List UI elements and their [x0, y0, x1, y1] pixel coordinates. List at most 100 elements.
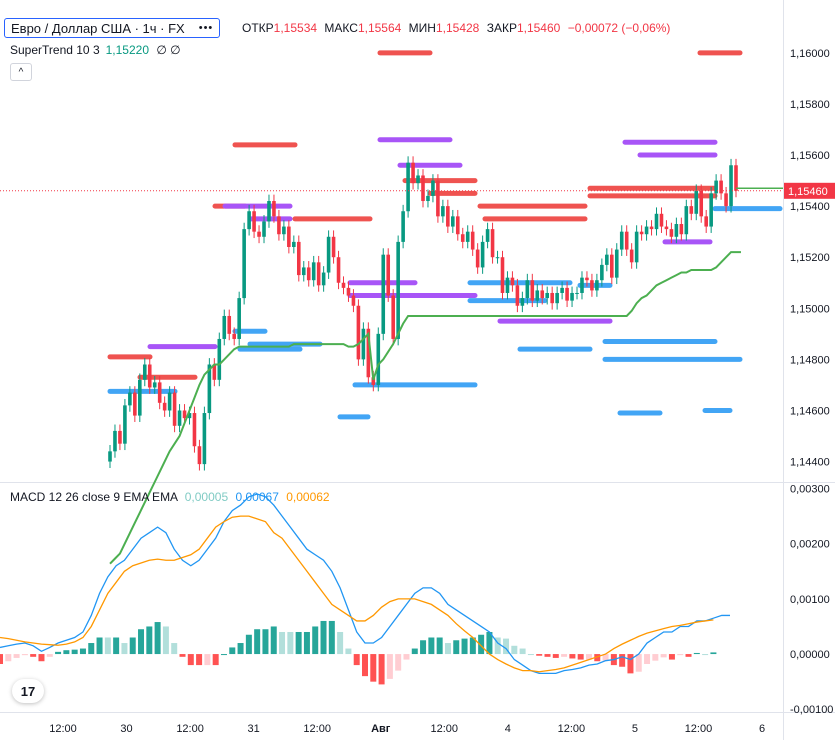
macd-histogram-bar [561, 654, 568, 657]
supertrend-value: 1,15220 [105, 43, 150, 57]
macd-histogram-bar [420, 640, 427, 655]
candle-body [550, 292, 554, 304]
candle-body [118, 430, 122, 444]
candle-body [674, 224, 679, 237]
price-tick-label: 1,14600 [790, 405, 830, 417]
macd-legend[interactable]: MACD 12 26 close 9 EMA EMA 0,00005 0,000… [10, 490, 330, 504]
candle-body [634, 231, 639, 263]
candle-body [386, 254, 391, 296]
candle-body [113, 430, 117, 452]
candle-body [321, 272, 326, 286]
macd-histogram-bar [129, 637, 136, 655]
candle-body [515, 285, 520, 306]
candle-body [411, 162, 415, 184]
supertrend-extra: ∅ ∅ [156, 43, 181, 57]
time-tick-label: 12:00 [303, 723, 331, 735]
macd-histogram-bar [519, 648, 526, 655]
supertrend-name: SuperTrend 10 3 [10, 43, 100, 57]
candle-body [465, 231, 470, 242]
candle-body [470, 231, 475, 250]
candle-body [272, 201, 276, 217]
macd-histogram-bar [320, 620, 327, 655]
candle-body [376, 333, 381, 385]
macd-histogram-bar [527, 654, 534, 656]
macd-histogram-bar [494, 637, 501, 655]
candle-body [639, 231, 644, 235]
high-label: МАКС [324, 21, 358, 35]
macd-histogram-bar [46, 654, 53, 657]
macd-histogram-bar [30, 654, 37, 657]
macd-histogram-bar [411, 648, 418, 655]
macd-histogram-bar [602, 654, 609, 661]
candle-body [306, 267, 311, 281]
price-tick-label: 1,15800 [790, 99, 830, 111]
tradingview-logo[interactable]: 17 [12, 679, 44, 703]
candle-body [401, 211, 405, 242]
macd-histogram-bar [229, 647, 236, 655]
candle-body [391, 295, 395, 339]
macd-histogram-bar [295, 631, 302, 655]
time-tick-label: 31 [248, 723, 260, 735]
candle-body [346, 287, 351, 296]
more-dots-icon[interactable]: ••• [198, 22, 214, 34]
macd-histogram-bar [453, 640, 460, 655]
price-tick-label: 1,15400 [790, 201, 830, 213]
candle-body [659, 213, 664, 227]
macd-histogram-bar [196, 654, 203, 666]
supertrend-line [109, 251, 741, 565]
macd-histogram-bar [386, 654, 393, 679]
collapse-legend-button[interactable]: ^ [10, 63, 32, 81]
macd-histogram-bar [668, 654, 675, 660]
time-tick-label: 30 [120, 723, 132, 735]
change-value: −0,00072 (−0,06%) [567, 21, 671, 35]
candle-body [441, 206, 445, 217]
time-tick-label: 12:00 [558, 723, 586, 735]
macd-histogram-bar [395, 654, 402, 671]
macd-histogram-bar [337, 631, 344, 655]
candle-body [565, 287, 569, 301]
candle-body [416, 175, 420, 184]
candle-body [277, 216, 281, 235]
candle-body [555, 292, 559, 304]
candle-body [485, 229, 490, 242]
macd-signal-value: 0,00062 [286, 490, 330, 504]
candle-body [669, 229, 674, 237]
macd-tick-label: 0,00000 [790, 649, 830, 661]
candle-body [207, 364, 212, 414]
candle-body [242, 229, 246, 299]
candle-body [510, 277, 515, 286]
candle-body [192, 413, 197, 447]
macd-histogram-bar [5, 654, 12, 662]
logo-text: 17 [20, 683, 36, 699]
price-tick-label: 1,15200 [790, 252, 830, 264]
macd-histogram-bar [187, 654, 194, 666]
macd-name: MACD 12 26 close 9 EMA EMA [10, 490, 178, 504]
macd-histogram-bar [635, 654, 642, 672]
candle-body [227, 315, 232, 334]
macd-histogram-bar [303, 631, 310, 655]
candle-body [262, 221, 266, 237]
macd-histogram-bar [362, 654, 368, 677]
macd-histogram-bar [104, 637, 111, 655]
candle-body [426, 195, 430, 202]
candle-body [157, 382, 162, 403]
macd-histogram-bar [0, 654, 3, 664]
price-tick-label: 1,14800 [790, 354, 830, 366]
macd-histogram-bar [577, 654, 584, 660]
ohlc-legend: ОТКР1,15534 МАКС1,15564 МИН1,15428 ЗАКР1… [242, 21, 674, 35]
current-price-label: 1,15460 [788, 186, 828, 198]
candle-body [455, 216, 460, 235]
candle-body [575, 292, 579, 294]
candle-body [361, 328, 366, 360]
candle-body [296, 241, 301, 276]
candle-body [202, 413, 207, 465]
symbol-selector[interactable]: Евро / Доллар США · 1ч · FX ••• [4, 18, 221, 38]
candle-body [709, 193, 713, 227]
supertrend-legend[interactable]: SuperTrend 10 3 1,15220 ∅ ∅ [10, 43, 181, 57]
candle-body [480, 241, 485, 268]
macd-histogram-bar [55, 651, 62, 655]
macd-histogram-bar [162, 626, 169, 655]
candle-body [326, 236, 331, 273]
